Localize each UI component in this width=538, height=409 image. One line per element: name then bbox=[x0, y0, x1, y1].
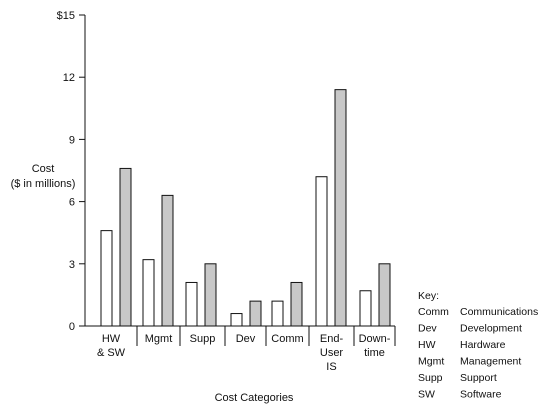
y-axis-title-line-1: Cost bbox=[32, 163, 55, 175]
x-category-label: & SW bbox=[97, 347, 126, 359]
x-category-label: Supp bbox=[190, 333, 216, 345]
key-definition: Communications bbox=[460, 306, 538, 318]
key-title: Key: bbox=[418, 290, 439, 302]
y-axis: 0 3 6 9 12 $15 bbox=[57, 10, 86, 333]
bar bbox=[271, 300, 284, 327]
key-definition: Software bbox=[460, 389, 502, 401]
plot-area bbox=[100, 89, 391, 327]
legend-key: Key: Comm Communications Dev Development HW H… bbox=[418, 290, 538, 401]
x-axis-title: Cost Categories bbox=[215, 392, 294, 404]
key-abbreviation: HW bbox=[418, 339, 436, 351]
bar bbox=[359, 290, 372, 327]
bar bbox=[230, 313, 243, 327]
key-abbreviation: Comm bbox=[418, 306, 449, 318]
x-category-label: HW bbox=[102, 333, 121, 345]
bar bbox=[290, 281, 303, 327]
bar bbox=[100, 230, 113, 327]
x-category-label: Dev bbox=[236, 333, 256, 345]
key-abbreviation: Dev bbox=[418, 323, 437, 335]
x-category-label: User bbox=[320, 347, 344, 359]
bar bbox=[315, 176, 328, 327]
x-category-label: time bbox=[364, 347, 385, 359]
key-abbreviation: Mgmt bbox=[418, 356, 444, 368]
y-tick-label: 3 bbox=[69, 259, 75, 271]
bar bbox=[249, 300, 262, 327]
x-category-label: End- bbox=[320, 333, 344, 345]
key-definition: Support bbox=[460, 372, 497, 384]
key-definition: Management bbox=[460, 356, 521, 368]
y-tick-label: 12 bbox=[63, 72, 75, 84]
bar bbox=[119, 167, 132, 327]
x-axis: HW & SW Mgmt Supp Dev Comm End- User IS Down-time bbox=[85, 325, 396, 373]
x-category-label: IS bbox=[326, 361, 336, 373]
bar bbox=[204, 263, 217, 327]
bar bbox=[185, 281, 198, 327]
bar bbox=[161, 194, 174, 327]
y-axis-title: Cost ($ in millions) bbox=[11, 163, 76, 190]
y-tick-label: 0 bbox=[69, 321, 75, 333]
key-abbreviation: Supp bbox=[418, 372, 443, 384]
bar bbox=[142, 259, 155, 327]
y-tick-label: $15 bbox=[57, 10, 75, 22]
key-abbreviation: SW bbox=[418, 389, 435, 401]
y-tick-label: 6 bbox=[69, 197, 75, 209]
bar bbox=[334, 89, 347, 327]
x-category-label: Mgmt bbox=[145, 333, 173, 345]
x-category-label: Comm bbox=[271, 333, 303, 345]
key-definition: Development bbox=[460, 323, 522, 335]
key-definition: Hardware bbox=[460, 339, 506, 351]
y-axis-title-line-2: ($ in millions) bbox=[11, 178, 76, 190]
x-category-label: Down- bbox=[359, 333, 391, 345]
bar bbox=[378, 263, 391, 327]
y-tick-label: 9 bbox=[69, 134, 75, 146]
